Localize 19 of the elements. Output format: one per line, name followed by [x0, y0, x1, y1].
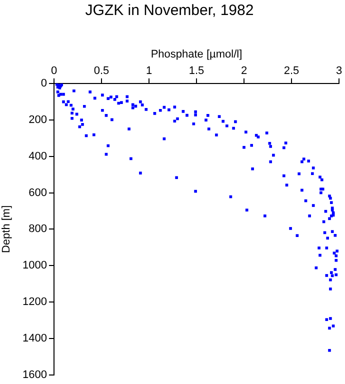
x-axis-title: Phosphate [µmol/l] — [150, 48, 242, 61]
x-tick-label: 2.5 — [284, 64, 300, 77]
y-tick-label: 1000 — [22, 260, 47, 272]
y-tick-label: 1200 — [22, 296, 47, 308]
y-tick-label: 600 — [28, 186, 47, 199]
y-tick-label: 800 — [28, 223, 47, 236]
y-tick-label: 1400 — [22, 332, 47, 345]
y-tick-label: 1600 — [22, 369, 47, 382]
x-tick-label: 1.5 — [188, 64, 204, 77]
y-tick-label: 0 — [40, 77, 47, 90]
y-tick-label: 200 — [28, 114, 47, 126]
x-tick-label: 0.5 — [94, 64, 110, 77]
x-tick-label: 1 — [146, 64, 152, 77]
x-tick-label: 3 — [336, 64, 342, 77]
y-tick-label: 400 — [28, 150, 47, 162]
y-axis-title: Depth [m] — [0, 205, 13, 254]
x-tick-label: 0 — [50, 64, 58, 77]
x-tick-label: 2 — [240, 64, 248, 77]
chart-title: JGZK in November, 1982 — [85, 2, 254, 20]
